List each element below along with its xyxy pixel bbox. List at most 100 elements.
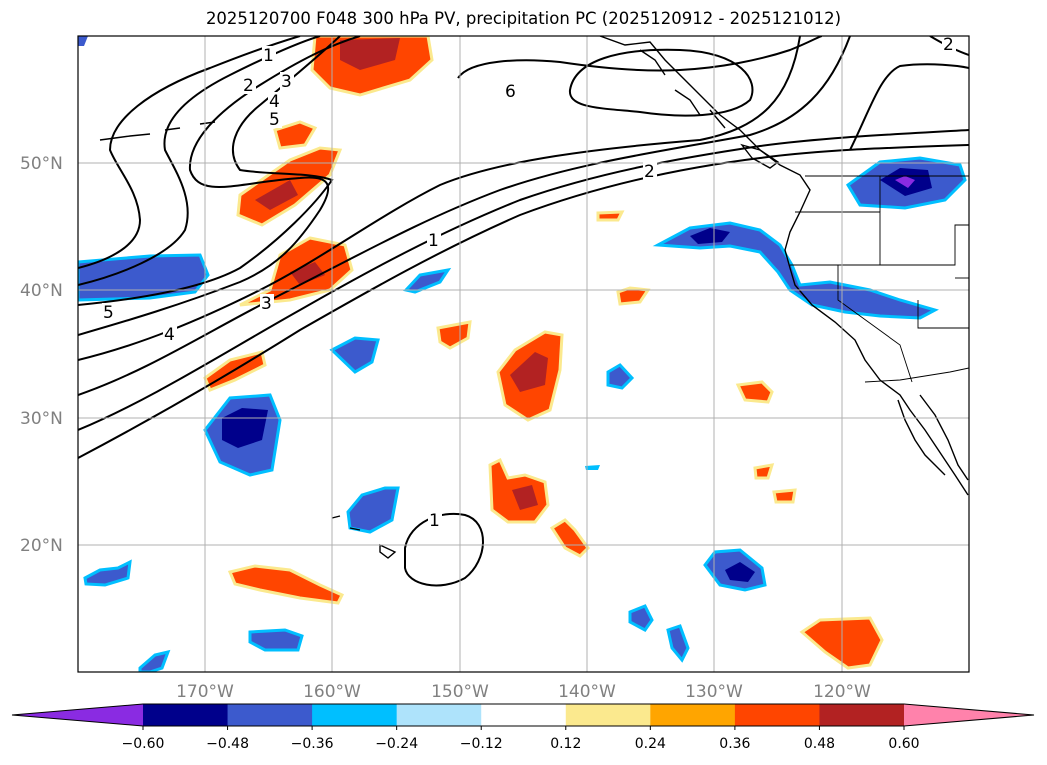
colorbar-tick-label: 0.48	[804, 736, 835, 752]
boundaries	[790, 175, 969, 383]
precip-positive-core	[340, 38, 400, 70]
colorbar-tick-label: −0.48	[206, 736, 249, 752]
precip-negative-area	[403, 267, 452, 294]
precip-positive-area	[596, 210, 625, 222]
precip-negative-area	[652, 221, 939, 320]
contour-label: 5	[269, 110, 280, 130]
colorbar-segment	[819, 704, 905, 726]
coastlines	[99, 36, 969, 559]
contour-label: 2	[943, 35, 954, 55]
colorbar-tick-label: 0.24	[635, 736, 666, 752]
pv-contour	[78, 36, 321, 286]
precip-negative-area	[329, 336, 380, 374]
precip-negative-area	[248, 628, 304, 652]
state-border	[790, 224, 969, 266]
colorbar-tick-label: −0.60	[122, 736, 165, 752]
precip-negative-core	[725, 562, 755, 582]
contour-label: 6	[505, 82, 516, 102]
colorbar-tick-label: 0.60	[888, 736, 919, 752]
precip-negative-area	[585, 465, 600, 470]
lat-label: 30°N	[20, 409, 63, 429]
colorbar-segment	[481, 704, 567, 726]
colorbar-extend-min	[12, 704, 143, 726]
pv-contour	[78, 129, 969, 431]
precip-positive-core	[290, 262, 325, 285]
colorbar-tick-label: −0.12	[460, 736, 503, 752]
state-border	[795, 211, 881, 265]
contour-label: 4	[269, 92, 280, 112]
contour-label: 3	[261, 294, 272, 314]
lon-label: 140°W	[558, 682, 616, 702]
pv-contour	[568, 48, 754, 117]
precip-negative-area	[138, 649, 171, 672]
map-title: 2025120700 F048 300 hPa PV, precipitatio…	[205, 9, 842, 28]
colorbar-segment	[312, 704, 398, 726]
colorbar-extend-max	[904, 704, 1034, 726]
precip-negative-area	[83, 559, 132, 587]
state-border	[917, 300, 969, 329]
precip-negative-core	[690, 228, 730, 244]
colorbar-segment	[396, 704, 482, 726]
baja-california-coastline	[897, 399, 946, 476]
lat-label: 20°N	[20, 536, 63, 556]
mexico-border	[864, 367, 969, 383]
contour-label: 1	[428, 231, 439, 251]
precip-positive-area	[436, 320, 472, 350]
lon-label: 170°W	[176, 682, 234, 702]
pv-contour	[78, 144, 969, 459]
map-frame	[77, 35, 970, 673]
contour-label: 1	[429, 511, 440, 531]
precip-positive-area	[273, 120, 318, 150]
precip-fields	[78, 36, 967, 672]
precip-negative-core	[895, 176, 915, 188]
colorbar-tick-label: −0.36	[291, 736, 334, 752]
precip-positive-area	[735, 380, 774, 404]
contour-label-group: 1 2 3 4 5 6 2 1 2 3 4 5 1	[102, 35, 956, 531]
colorbar: −0.60 −0.48 −0.36 −0.24 −0.12 0.12 0.24 0.36 0.4…	[11, 703, 1035, 752]
precip-positive-core	[510, 352, 548, 392]
precip-negative-area	[606, 363, 635, 390]
lon-label: 130°W	[685, 682, 743, 702]
lon-label: 160°W	[303, 682, 361, 702]
vancouver-island	[740, 143, 780, 169]
precip-positive-area	[227, 564, 345, 605]
island-chain	[99, 121, 216, 141]
precip-negative-area	[628, 604, 654, 632]
colorbar-segment	[227, 704, 313, 726]
gridlines	[78, 36, 969, 672]
gulf-of-california-coastline	[919, 394, 969, 481]
lat-label: 50°N	[20, 154, 63, 174]
precip-negative-area	[666, 624, 690, 663]
latitude-labels: 50°N 40°N 30°N 20°N	[20, 154, 63, 556]
contour-label: 1	[263, 46, 274, 66]
contour-label: 5	[103, 303, 114, 323]
pv-contour	[78, 36, 851, 396]
pv-contour	[457, 36, 823, 79]
colorbar-segment	[565, 704, 651, 726]
colorbar-tick-label: 0.36	[719, 736, 750, 752]
precip-positive-area	[616, 286, 651, 306]
pv-contour	[78, 36, 301, 269]
pv-contour	[849, 63, 969, 151]
pv-contour	[404, 513, 484, 587]
lon-label: 120°W	[813, 682, 871, 702]
colorbar-segment	[143, 704, 229, 726]
pv-contour	[78, 36, 801, 361]
colorbar-segment	[650, 704, 736, 726]
map-area: 1 2 3 4 5 6 2 1 2 3 4 5 1	[78, 35, 969, 672]
colorbar-segment	[734, 704, 820, 726]
lon-label: 150°W	[431, 682, 489, 702]
colorbar-tick-label: 0.12	[550, 736, 581, 752]
precip-positive-area	[549, 518, 590, 558]
contour-label: 4	[164, 325, 175, 345]
longitude-labels: 170°W 160°W 150°W 140°W 130°W 120°W	[176, 682, 871, 702]
north-america-coastline	[599, 36, 969, 496]
contour-label: 3	[281, 72, 292, 92]
precip-positive-area	[753, 463, 775, 480]
state-border	[837, 265, 913, 383]
precip-positive-area	[772, 488, 797, 504]
precip-negative-area	[78, 36, 88, 46]
colorbar-tick-label: −0.24	[375, 736, 418, 752]
hawaiian-islands	[331, 515, 397, 559]
